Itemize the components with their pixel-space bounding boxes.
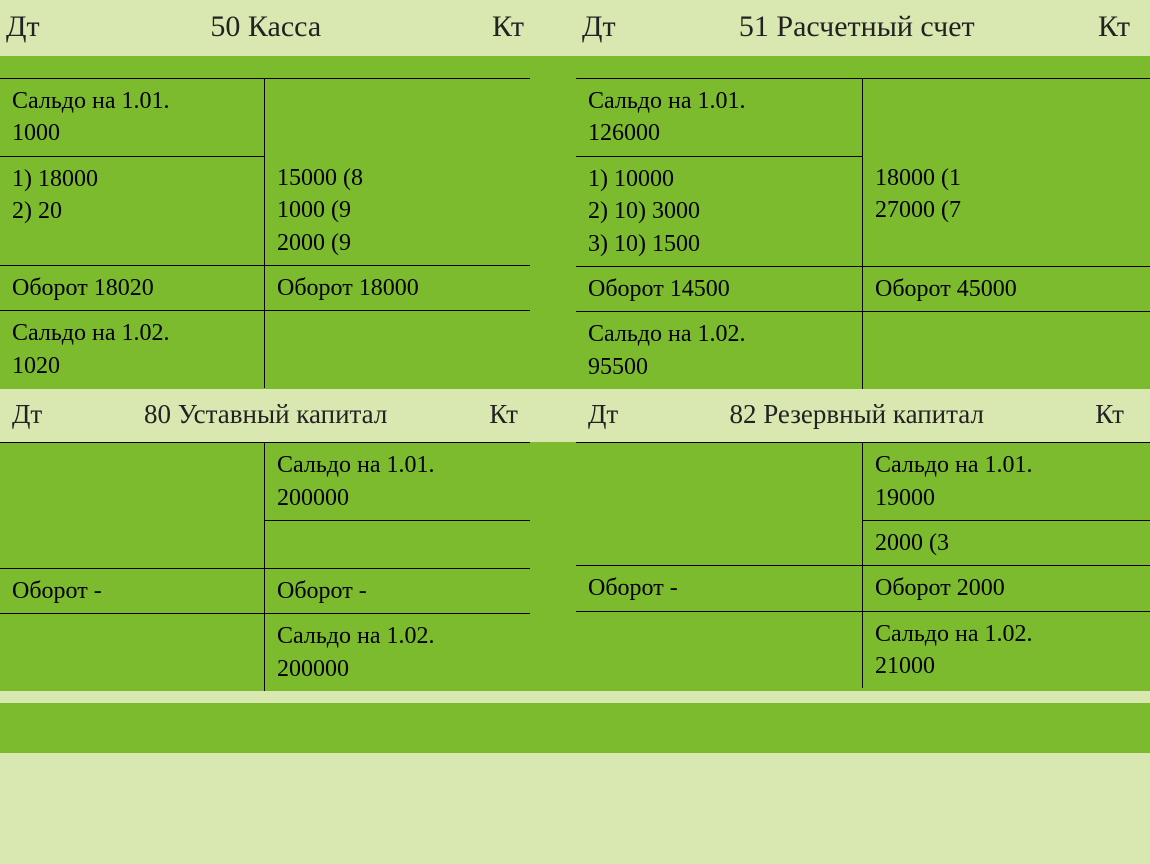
turnover-debit: Оборот -: [576, 565, 863, 610]
debit-entries: 1) 10000 2) 10) 3000 3) 10) 1500: [576, 156, 863, 266]
close-balance: Сальдо на 1.02. 95500: [576, 311, 863, 389]
top-header: Дт 50 Касса Кт Дт 51 Расчетный счет Кт: [0, 0, 1150, 56]
dt-label: Дт: [6, 10, 40, 44]
gap: [530, 56, 576, 389]
kt-label: Кт: [489, 399, 518, 430]
dt-label: Дт: [582, 10, 616, 44]
kt-label: Кт: [492, 10, 524, 44]
turnover-debit: Оборот 18020: [0, 265, 265, 310]
turnover-credit: Оборот 18000: [265, 265, 530, 310]
close-balance: Сальдо на 1.02. 21000: [863, 611, 1150, 689]
credit-entries: 15000 (8 1000 (9 2000 (9: [265, 156, 530, 265]
sub-header-row: Дт 80 Уставный капитал Кт Дт 82 Резервны…: [0, 389, 1150, 442]
header-51: Дт 51 Расчетный счет Кт: [576, 0, 1136, 56]
t-account-50: Сальдо на 1.01. 1000 1) 18000 2) 20 1500…: [0, 56, 530, 389]
account-title: 80 Уставный капитал: [144, 399, 387, 430]
turnover-credit: Оборот 45000: [863, 266, 1150, 311]
close-balance: Сальдо на 1.02. 200000: [265, 613, 530, 691]
debit-entries: 1) 18000 2) 20: [0, 156, 265, 265]
accounts-bottom: Сальдо на 1.01. 200000 Оборот - Оборот -…: [0, 442, 1150, 691]
close-balance: Сальдо на 1.02. 1020: [0, 310, 265, 388]
open-balance: Сальдо на 1.01. 200000: [265, 442, 530, 520]
kt-label: Кт: [1095, 399, 1124, 430]
gap: [530, 0, 576, 56]
t-account-51: Сальдо на 1.01. 126000 1) 10000 2) 10) 3…: [576, 56, 1150, 389]
header-82: Дт 82 Резервный капитал Кт: [576, 399, 1136, 430]
gap: [530, 399, 576, 430]
credit-entries: 2000 (3: [863, 520, 1150, 565]
t-account-82: Сальдо на 1.01. 19000 2000 (3 Оборот - О…: [576, 442, 1150, 691]
footer-strip: [0, 703, 1150, 753]
turnover-debit: Оборот -: [0, 568, 265, 613]
turnover-credit: Оборот 2000: [863, 565, 1150, 610]
accounts-top: Сальдо на 1.01. 1000 1) 18000 2) 20 1500…: [0, 56, 1150, 389]
dt-label: Дт: [588, 399, 618, 430]
open-balance: Сальдо на 1.01. 126000: [576, 78, 863, 156]
kt-label: Кт: [1098, 10, 1130, 44]
turnover-credit: Оборот -: [265, 568, 530, 613]
account-title: 50 Касса: [210, 10, 321, 44]
open-balance: Сальдо на 1.01. 19000: [863, 442, 1150, 520]
account-title: 51 Расчетный счет: [739, 10, 975, 44]
account-title: 82 Резервный капитал: [729, 399, 983, 430]
t-account-80: Сальдо на 1.01. 200000 Оборот - Оборот -…: [0, 442, 530, 691]
open-balance: Сальдо на 1.01. 1000: [0, 78, 265, 156]
header-50: Дт 50 Касса Кт: [0, 0, 530, 56]
header-80: Дт 80 Уставный капитал Кт: [0, 399, 530, 430]
turnover-debit: Оборот 14500: [576, 266, 863, 311]
dt-label: Дт: [12, 399, 42, 430]
gap: [530, 442, 576, 691]
credit-entries: 18000 (1 27000 (7: [863, 156, 1150, 266]
